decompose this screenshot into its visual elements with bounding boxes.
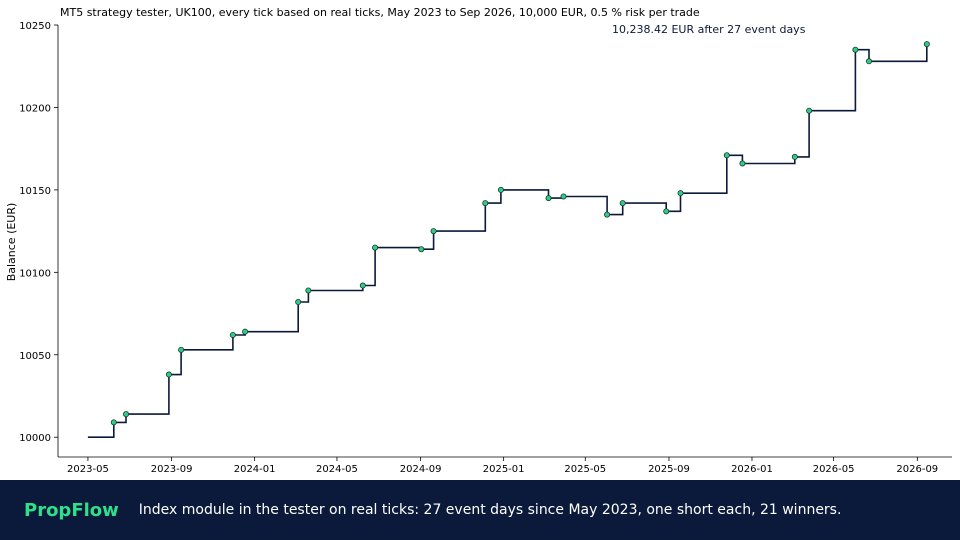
trade-point bbox=[165, 371, 172, 378]
x-tick-label: 2026-09 bbox=[896, 464, 938, 475]
equity-step-line bbox=[87, 44, 928, 438]
trade-point bbox=[806, 107, 813, 114]
trade-point bbox=[723, 152, 730, 159]
trade-point bbox=[418, 246, 425, 253]
chart-annotation: 10,238.42 EUR after 27 event days bbox=[612, 23, 806, 36]
equity-series bbox=[87, 44, 928, 438]
trade-point bbox=[619, 200, 626, 207]
trade-point bbox=[497, 186, 504, 193]
chart-title: MT5 strategy tester, UK100, every tick b… bbox=[60, 6, 700, 19]
x-tick-label: 2024-01 bbox=[234, 464, 276, 475]
trade-point bbox=[482, 200, 489, 207]
trade-point bbox=[110, 419, 117, 426]
x-tick-label: 2025-01 bbox=[483, 464, 525, 475]
footer-bar: PropFlow Index module in the tester on r… bbox=[0, 480, 960, 540]
footer-caption: Index module in the tester on real ticks… bbox=[138, 502, 842, 518]
trade-point bbox=[430, 228, 437, 235]
axes bbox=[57, 25, 952, 458]
x-tick-label: 2026-05 bbox=[813, 464, 855, 475]
x-tick-label: 2025-09 bbox=[648, 464, 690, 475]
trade-point bbox=[560, 193, 567, 200]
x-tick-label: 2026-01 bbox=[731, 464, 773, 475]
y-tick-label: 10000 bbox=[19, 433, 51, 444]
trade-point bbox=[604, 211, 611, 218]
y-tick-label: 10150 bbox=[19, 186, 51, 197]
trade-point bbox=[677, 190, 684, 197]
trade-point bbox=[359, 282, 366, 289]
trade-point bbox=[865, 58, 872, 65]
trade-point bbox=[923, 41, 930, 48]
y-tick-label: 10050 bbox=[19, 351, 51, 362]
trade-point bbox=[295, 299, 302, 306]
brand-logo: PropFlow bbox=[24, 499, 119, 521]
y-tick-label: 10250 bbox=[19, 21, 51, 32]
x-tick-label: 2024-05 bbox=[316, 464, 358, 475]
x-tick-label: 2023-05 bbox=[67, 464, 109, 475]
trade-point bbox=[178, 346, 185, 353]
trade-markers bbox=[110, 41, 930, 426]
trade-point bbox=[663, 208, 670, 215]
trade-point bbox=[545, 195, 552, 202]
trade-point bbox=[242, 328, 249, 335]
y-tick-label: 10200 bbox=[19, 103, 51, 114]
trade-point bbox=[305, 287, 312, 294]
trade-point bbox=[229, 331, 236, 338]
trade-point bbox=[852, 46, 859, 53]
x-tick-label: 2023-09 bbox=[151, 464, 193, 475]
y-axis-label: Balance (EUR) bbox=[5, 203, 18, 282]
x-tick-label: 2024-09 bbox=[400, 464, 442, 475]
trade-point bbox=[791, 153, 798, 160]
trade-point bbox=[372, 244, 379, 251]
x-tick-label: 2025-05 bbox=[564, 464, 606, 475]
equity-chart: MT5 strategy tester, UK100, every tick b… bbox=[5, 6, 952, 475]
trade-point bbox=[123, 411, 130, 418]
trade-point bbox=[739, 160, 746, 167]
y-tick-label: 10100 bbox=[19, 268, 51, 279]
axis-ticks: 10000 10050 10100 10150 10200 10250 2023-05 202… bbox=[19, 21, 938, 475]
